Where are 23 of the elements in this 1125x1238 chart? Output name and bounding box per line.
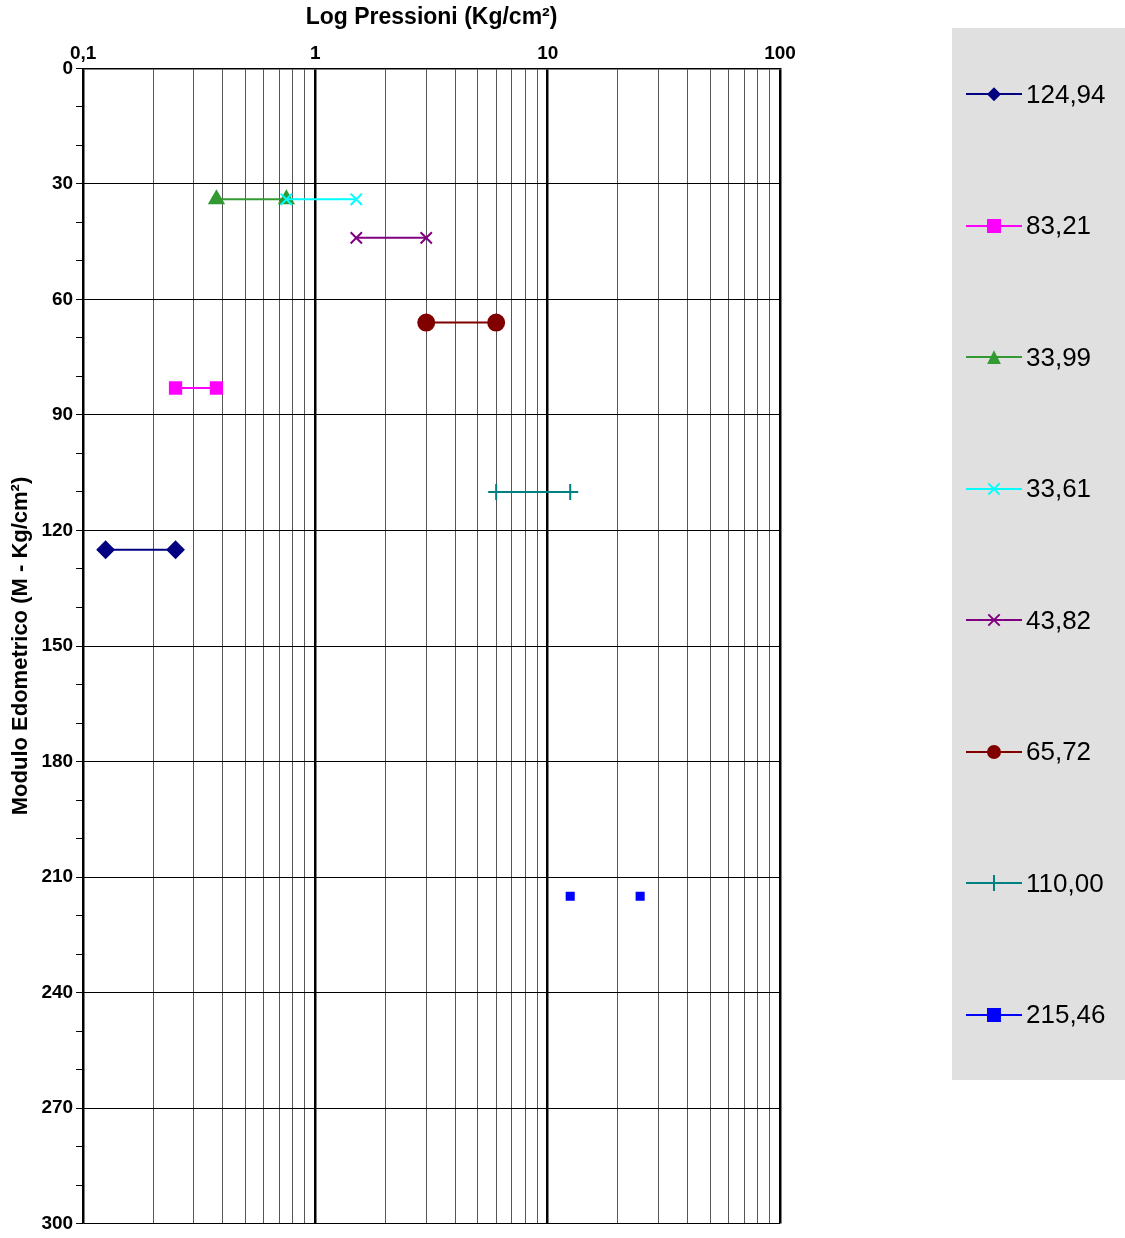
legend-label: 124,94 bbox=[1026, 78, 1106, 110]
legend-label: 215,46 bbox=[1026, 999, 1106, 1031]
y-tick-label: 30 bbox=[51, 172, 74, 194]
y-tick-label: 240 bbox=[41, 980, 74, 1002]
y-tick-label: 300 bbox=[41, 1211, 74, 1233]
y-tick-label: 270 bbox=[41, 1096, 74, 1118]
y-tick-label: 150 bbox=[41, 634, 74, 656]
x-tick-label: 1 bbox=[310, 42, 322, 64]
y-tick-label: 180 bbox=[41, 749, 74, 771]
y-tick-label: 210 bbox=[41, 865, 74, 887]
y-axis-title: Modulo Edometrico (M - Kg/cm²) bbox=[7, 476, 33, 816]
y-tick-label: 120 bbox=[41, 518, 74, 540]
legend-label: 65,72 bbox=[1026, 736, 1092, 768]
legend-label: 33,61 bbox=[1026, 473, 1092, 505]
y-tick-label: 90 bbox=[51, 403, 74, 425]
y-tick-label: 60 bbox=[51, 287, 74, 309]
legend-label: 33,99 bbox=[1026, 341, 1092, 373]
x-tick-label: 100 bbox=[764, 42, 796, 64]
x-tick-label: 10 bbox=[537, 42, 559, 64]
legend-label: 43,82 bbox=[1026, 604, 1092, 636]
x-axis-title: Log Pressioni (Kg/cm²) bbox=[305, 3, 558, 30]
legend-label: 83,21 bbox=[1026, 210, 1092, 242]
legend-label: 110,00 bbox=[1026, 867, 1104, 899]
